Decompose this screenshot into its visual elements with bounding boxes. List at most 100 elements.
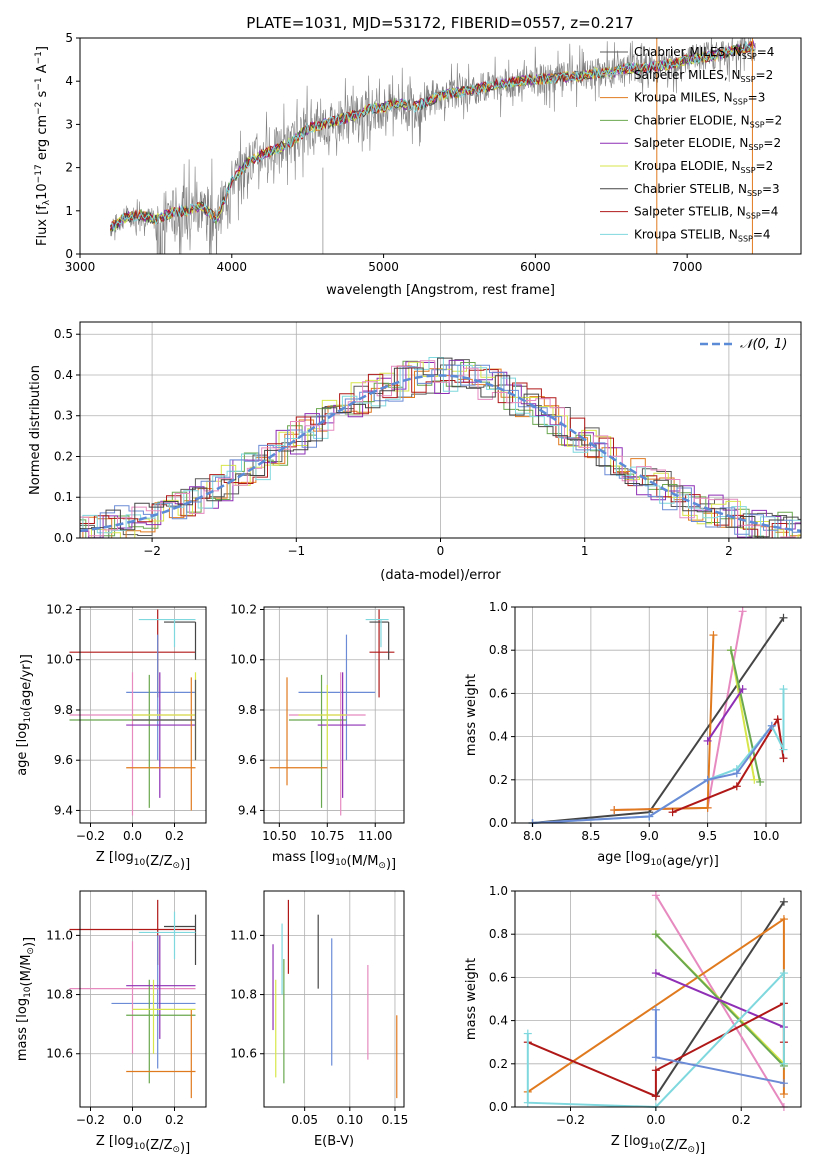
age-vs-mass-panel: 10.50 10.75 11.00 9.4 9.6 9.8 10.0 10.2 mass [lo… — [230, 603, 405, 872]
legend-val: =2 — [763, 136, 781, 150]
tspan: log — [15, 998, 30, 1018]
legend-text: Chabrier STELIB, N — [634, 182, 747, 196]
x-axis-label: wavelength [Angstrom, rest frame] — [326, 283, 555, 298]
tspan: (M/M — [19, 955, 34, 987]
tspan: (M/M — [347, 854, 379, 869]
x-tick-label: 3000 — [65, 260, 96, 274]
y-tick-label: 0.4 — [489, 1014, 508, 1028]
x-tick-label: 0.0 — [123, 1113, 142, 1127]
tspan: (Z/Z — [145, 1138, 172, 1153]
weight-vs-age-panel: 8.0 8.5 9.0 9.5 10.0 0.0 0.2 0.4 0.6 0.8 1.0 age [l… — [464, 600, 802, 869]
tspan: )] — [22, 937, 37, 947]
y-axis-label: mass [log10(M/M⊙)] — [15, 937, 37, 1061]
x-tick-label: 0.05 — [291, 1113, 318, 1127]
y-label-part: −2 — [34, 102, 44, 115]
y-tick-label: 10.2 — [230, 603, 257, 617]
x-tick-label: 0.2 — [732, 1113, 751, 1127]
tspan: log — [114, 1134, 134, 1149]
y-tick-label: 1 — [65, 204, 73, 218]
legend-sub: SSP — [748, 143, 763, 152]
legend-sub: SSP — [738, 234, 753, 243]
legend-val: =2 — [765, 113, 783, 127]
legend-sub: SSP — [741, 75, 756, 84]
y-tick-label: 9.6 — [238, 753, 257, 767]
axes-frame — [79, 890, 207, 1108]
legend-sub: SSP — [746, 212, 761, 221]
x-tick-label: 6000 — [520, 260, 551, 274]
y-tick-label: 9.4 — [238, 803, 257, 817]
mass-vs-ebv-panel: 0.05 0.10 0.15 10.6 10.8 11.0 E(B-V) — [230, 890, 408, 1149]
x-axis-label: Z [log10(Z/Z⊙)] — [96, 1134, 190, 1156]
x-tick-label: 0.2 — [165, 1113, 184, 1127]
normal-curve — [80, 374, 801, 533]
legend-text: Kroupa MILES, N — [634, 91, 733, 105]
x-axis-label: Z [log10(Z/Z⊙)] — [611, 1134, 705, 1156]
legend-entry: Kroupa MILES, NSSP=3 — [634, 91, 765, 107]
tspan: )] — [180, 1141, 190, 1156]
y-tick-label: 0.2 — [489, 773, 508, 787]
y-tick-label: 0.0 — [54, 531, 73, 545]
weight-vs-z-panel: −0.2 0.0 0.2 0.0 0.2 0.4 0.6 0.8 1.0 Z [log10(Z/Z… — [464, 884, 802, 1156]
y-tick-label: 10.6 — [46, 1047, 73, 1061]
y-label-part: ] — [35, 46, 50, 51]
legend-entry: Salpeter ELODIE, NSSP=2 — [634, 136, 781, 152]
residual-histogram — [80, 357, 801, 538]
spectrum-panel: 3000 4000 5000 6000 7000 0 1 2 3 4 5 wavelength [An… — [34, 31, 802, 298]
tspan-sub: ⊙ — [378, 861, 386, 871]
tspan: log — [631, 850, 651, 865]
x-tick-label: 0.0 — [123, 829, 142, 843]
legend-sub: SSP — [733, 98, 748, 107]
y-tick-label: 3 — [65, 117, 73, 131]
y-tick-label: 0.8 — [489, 643, 508, 657]
legend-entry: Chabrier MILES, NSSP=4 — [634, 45, 774, 61]
y-tick-label: 0.5 — [54, 327, 73, 341]
tspan: Z [ — [96, 850, 114, 865]
axes-frame — [263, 890, 405, 1108]
tspan: Z [ — [611, 1134, 629, 1149]
tspan: E(B-V) — [314, 1134, 354, 1149]
tspan: age [ — [15, 742, 30, 775]
weight-line — [730, 649, 762, 783]
x-tick-label: −0.2 — [76, 829, 105, 843]
tspan-sub: 10 — [650, 858, 662, 868]
y-axis-label: Flux [fλ10−17 erg cm−2 s−1 A−1] — [34, 46, 52, 246]
tspan: log — [315, 850, 335, 865]
legend-val: =4 — [757, 45, 775, 59]
legend-entry: Kroupa STELIB, NSSP=4 — [634, 227, 771, 243]
weight-line — [614, 635, 715, 811]
y-axis-label: Normed distribution — [28, 365, 43, 495]
y-axis-label: age [log10(age/yr)] — [15, 654, 34, 776]
legend-entry: Chabrier STELIB, NSSP=3 — [634, 182, 780, 198]
y-tick-label: 0.4 — [489, 730, 508, 744]
legend-text: Kroupa ELODIE, N — [634, 159, 741, 173]
legend-entry: Kroupa ELODIE, NSSP=2 — [634, 159, 773, 175]
y-tick-label: 0.0 — [489, 1100, 508, 1114]
x-tick-label: −1 — [287, 544, 305, 558]
residual-histogram — [80, 359, 801, 538]
tspan-sub: ⊙ — [26, 947, 36, 955]
x-axis-label: E(B-V) — [314, 1134, 354, 1149]
tspan: age [ — [597, 850, 630, 865]
y-label-part: A — [35, 64, 50, 77]
legend-text: Chabrier MILES, N — [634, 45, 742, 59]
legend-sub: SSP — [750, 120, 765, 129]
residual-histogram — [80, 360, 801, 538]
legend-sub: SSP — [742, 52, 757, 61]
tspan-sub: 10 — [23, 986, 33, 998]
age-vs-z-panel: −0.2 0.0 0.29.49.69.810.010.2Z [log10(Z/Z⊙… — [15, 603, 207, 872]
y-tick-label: 0.2 — [489, 1057, 508, 1071]
tspan-sub: 10 — [649, 1142, 661, 1152]
tspan-sub: ⊙ — [687, 1145, 695, 1155]
x-axis-label: mass [log10(M/M⊙)] — [272, 850, 396, 872]
legend-text: Salpeter MILES, N — [634, 68, 741, 82]
y-tick-label: 0.2 — [54, 449, 73, 463]
legend-text: Salpeter STELIB, N — [634, 205, 746, 219]
weight-line — [706, 688, 744, 742]
tspan: log — [629, 1134, 649, 1149]
y-tick-label: 0.6 — [489, 686, 508, 700]
x-axis-label: (data-model)/error — [380, 568, 501, 583]
axes-frame — [514, 890, 802, 1108]
y-label-part: −1 — [34, 77, 44, 90]
y-tick-label: 11.0 — [230, 928, 257, 942]
x-tick-label: 0 — [437, 544, 445, 558]
